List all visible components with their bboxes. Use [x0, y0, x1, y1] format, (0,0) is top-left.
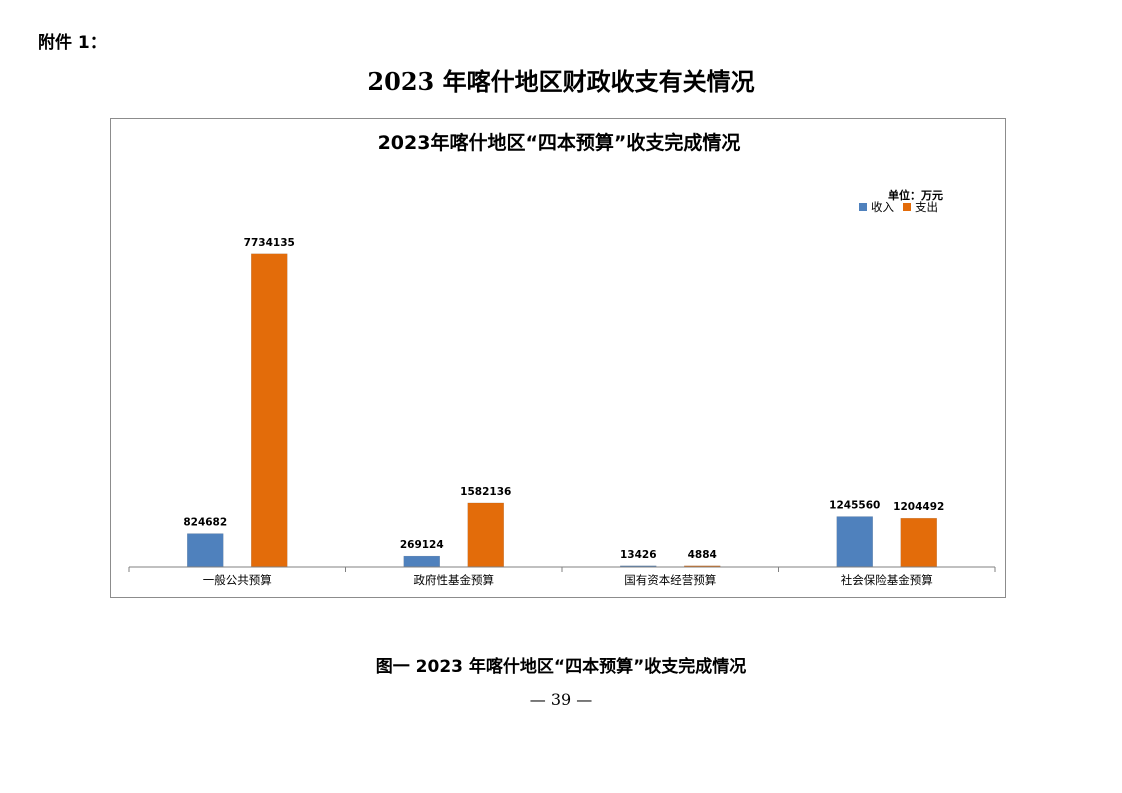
legend: 收入 支出	[859, 200, 938, 214]
bar-income-3	[836, 516, 873, 568]
chart-title: 2023年喀什地区“四本预算”收支完成情况	[378, 131, 741, 154]
figure-caption: 图一 2023 年喀什地区“四本预算”收支完成情况	[375, 657, 747, 677]
data-label-income-2: 13426	[620, 549, 657, 561]
data-labels-group: 824682 7734135 269124 1582136 13426 4884 12455…	[183, 237, 944, 561]
page-number: — 39 —	[529, 690, 593, 709]
x-tick-label-1: 政府性基金预算	[414, 573, 495, 587]
bar-expenditure-0	[251, 253, 288, 568]
bar-chart: 2023年喀什地区“四本预算”收支完成情况 单位：万元 收入 支出 824682 7…	[128, 131, 996, 587]
bar-expenditure-1	[467, 502, 504, 568]
x-tick-label-0: 一般公共预算	[203, 573, 272, 587]
data-label-income-0: 824682	[183, 517, 227, 529]
data-label-expenditure-3: 1204492	[893, 501, 944, 513]
x-tick-label-2: 国有资本经营预算	[624, 573, 716, 587]
data-label-expenditure-1: 1582136	[460, 486, 511, 498]
data-label-expenditure-2: 4884	[688, 549, 717, 561]
legend-label-income: 收入	[871, 200, 894, 214]
chart-frame: 2023年喀什地区“四本预算”收支完成情况 单位：万元 收入 支出 824682 7…	[110, 118, 1006, 598]
legend-label-expenditure: 支出	[915, 200, 938, 214]
data-label-expenditure-0: 7734135	[244, 237, 295, 249]
data-label-income-3: 1245560	[829, 500, 880, 512]
unit-label: 单位：万元	[888, 188, 943, 202]
x-axis: 一般公共预算 政府性基金预算 国有资本经营预算 社会保险基金预算	[128, 566, 996, 587]
legend-swatch-income	[859, 203, 867, 211]
bar-income-1	[403, 555, 440, 568]
attachment-label: 附件 1：	[38, 33, 107, 53]
page-title: 2023 年喀什地区财政收支有关情况	[367, 67, 755, 96]
bar-expenditure-3	[900, 517, 937, 568]
bars-group	[187, 253, 937, 568]
x-tick-label-3: 社会保险基金预算	[841, 573, 933, 587]
bar-income-0	[187, 533, 224, 568]
legend-swatch-expenditure	[903, 203, 911, 211]
data-label-income-1: 269124	[400, 539, 444, 551]
